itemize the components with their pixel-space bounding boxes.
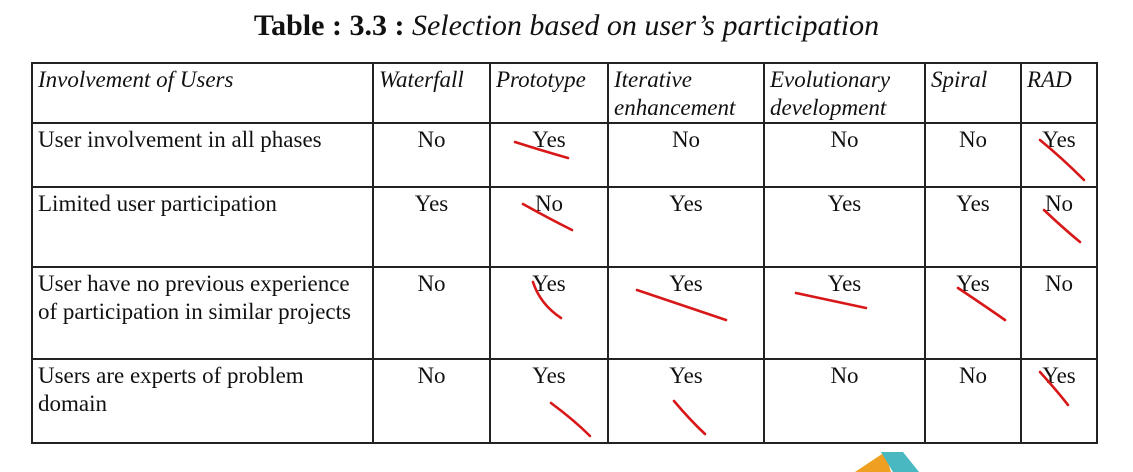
table-row: Limited user participation Yes No Yes Ye… [31, 186, 1098, 268]
cell-prototype: Yes [489, 266, 609, 360]
cell-prototype: Yes [489, 358, 609, 444]
cell-waterfall: No [372, 266, 491, 360]
cell-iterative: Yes [607, 186, 765, 268]
cell-rad: No [1020, 266, 1098, 360]
cell-spiral: Yes [924, 186, 1022, 268]
selection-table: Involvement of Users Waterfall Prototype… [31, 62, 1098, 444]
cell-prototype: Yes [489, 122, 609, 188]
cell-evolutionary: No [763, 358, 926, 444]
table-number: Table : 3.3 : [253, 9, 405, 42]
header-evolutionary: Evolutionary development [763, 62, 926, 124]
cell-iterative: Yes [607, 266, 765, 360]
table-row: User involvement in all phases No Yes No… [31, 122, 1098, 188]
logo-orange-shape [855, 452, 891, 472]
cell-waterfall: No [372, 122, 491, 188]
row-label: Users are experts of problem domain [31, 358, 374, 444]
header-iterative: Iterative enhancement [607, 62, 765, 124]
logo-teal-shape [881, 452, 919, 472]
header-spiral: Spiral [924, 62, 1022, 124]
cell-prototype: No [489, 186, 609, 268]
table-row: User have no previous experience of part… [31, 266, 1098, 360]
cell-spiral: No [924, 122, 1022, 188]
cell-iterative: No [607, 122, 765, 188]
cell-spiral: No [924, 358, 1022, 444]
table-row: Users are experts of problem domain No Y… [31, 358, 1098, 444]
header-rad: RAD [1020, 62, 1098, 124]
table-caption: Table : 3.3 : Selection based on user’s … [0, 8, 1133, 44]
header-waterfall: Waterfall [372, 62, 491, 124]
row-label: User have no previous experience of part… [31, 266, 374, 360]
cell-rad: No [1020, 186, 1098, 268]
cell-waterfall: Yes [372, 186, 491, 268]
cell-waterfall: No [372, 358, 491, 444]
table-header-row: Involvement of Users Waterfall Prototype… [31, 62, 1098, 124]
cell-spiral: Yes [924, 266, 1022, 360]
cell-evolutionary: Yes [763, 266, 926, 360]
header-prototype: Prototype [489, 62, 609, 124]
cell-evolutionary: Yes [763, 186, 926, 268]
row-label: User involvement in all phases [31, 122, 374, 188]
row-label: Limited user participation [31, 186, 374, 268]
header-involvement: Involvement of Users [31, 62, 374, 124]
cell-evolutionary: No [763, 122, 926, 188]
cell-iterative: Yes [607, 358, 765, 444]
table-title: Selection based on user’s participation [411, 9, 880, 42]
cell-rad: Yes [1020, 122, 1098, 188]
cell-rad: Yes [1020, 358, 1098, 444]
logo-corner [855, 452, 919, 472]
